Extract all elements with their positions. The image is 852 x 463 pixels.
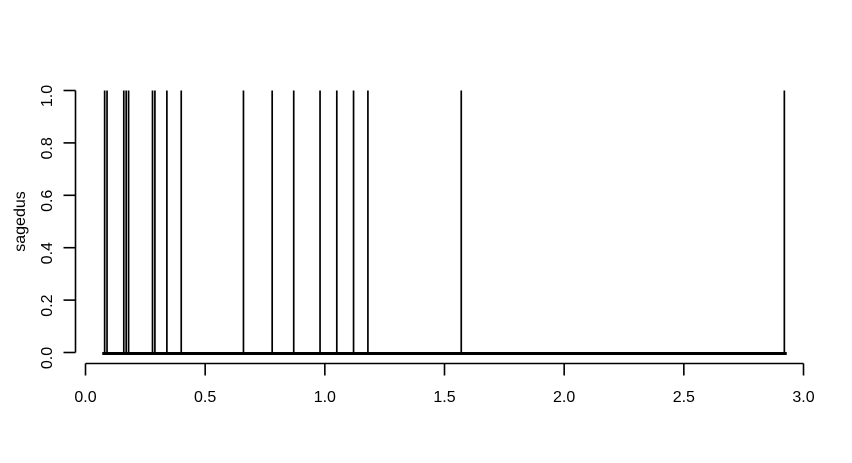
x-tick-label: 0.0 [74, 389, 96, 406]
x-tick-label: 1.5 [433, 389, 455, 406]
x-tick-label: 1.0 [314, 389, 336, 406]
x-tick-label: 3.0 [792, 389, 814, 406]
axes-layer: 0.0 0.2 0.4 0.6 0.8 1.0 0.0 0.5 1.0 1.5 2.0 2.5 3.0 [39, 85, 815, 406]
y-axis-title: sagedus [12, 191, 29, 252]
y-tick-label: 0.0 [39, 347, 56, 369]
y-tick-label: 0.6 [39, 190, 56, 212]
x-tick-label: 0.5 [194, 389, 216, 406]
y-tick-label: 0.4 [39, 242, 56, 264]
data-layer [102, 90, 787, 355]
y-tick-label: 0.2 [39, 294, 56, 316]
y-tick-label: 0.8 [39, 137, 56, 159]
y-tick-label: 1.0 [39, 85, 56, 107]
x-tick-label: 2.5 [673, 389, 695, 406]
x-tick-label: 2.0 [553, 389, 575, 406]
